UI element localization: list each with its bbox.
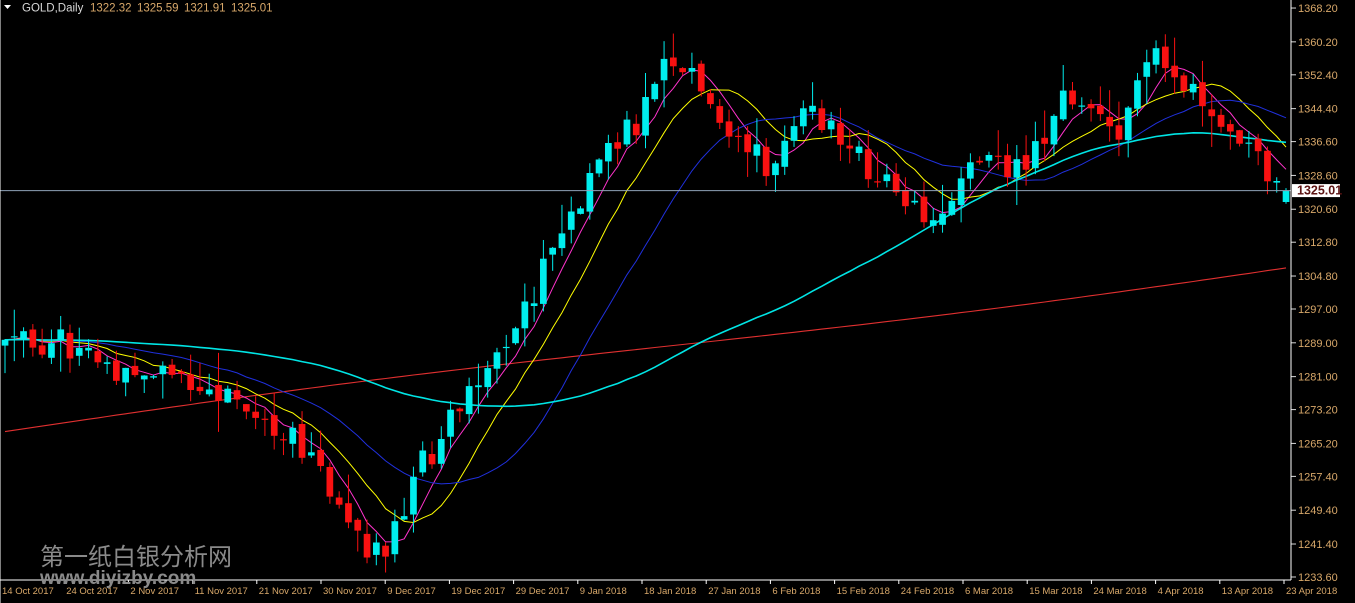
svg-text:9 Jan 2018: 9 Jan 2018: [580, 586, 627, 597]
svg-text:21 Nov 2017: 21 Nov 2017: [259, 586, 313, 597]
svg-text:www.diyizby.com: www.diyizby.com: [39, 568, 196, 589]
svg-text:18 Jan 2018: 18 Jan 2018: [644, 586, 696, 597]
svg-text:1352.40: 1352.40: [1298, 70, 1338, 82]
svg-text:1368.20: 1368.20: [1298, 3, 1338, 15]
svg-text:24 Mar 2018: 24 Mar 2018: [1093, 586, 1146, 597]
svg-text:1249.40: 1249.40: [1298, 505, 1338, 517]
svg-text:19 Dec 2017: 19 Dec 2017: [451, 586, 505, 597]
svg-text:1241.40: 1241.40: [1298, 539, 1338, 551]
svg-text:29 Dec 2017: 29 Dec 2017: [516, 586, 570, 597]
svg-text:24 Feb 2018: 24 Feb 2018: [901, 586, 954, 597]
svg-text:1273.20: 1273.20: [1298, 405, 1338, 417]
svg-text:1297.00: 1297.00: [1298, 304, 1338, 316]
svg-text:1325.59: 1325.59: [137, 3, 179, 15]
svg-text:1321.91: 1321.91: [184, 3, 226, 15]
svg-text:1325.01: 1325.01: [1297, 183, 1342, 197]
svg-text:1312.80: 1312.80: [1298, 237, 1338, 249]
svg-text:27 Jan 2018: 27 Jan 2018: [708, 586, 760, 597]
svg-text:4 Apr 2018: 4 Apr 2018: [1158, 586, 1204, 597]
svg-text:1281.00: 1281.00: [1298, 372, 1338, 384]
svg-text:1233.60: 1233.60: [1298, 572, 1338, 584]
svg-text:GOLD,Daily: GOLD,Daily: [22, 3, 84, 15]
svg-text:11 Nov 2017: 11 Nov 2017: [195, 586, 248, 597]
svg-text:23 Apr 2018: 23 Apr 2018: [1286, 586, 1337, 597]
svg-text:30 Nov 2017: 30 Nov 2017: [323, 586, 377, 597]
svg-text:1257.40: 1257.40: [1298, 471, 1338, 483]
svg-text:1289.00: 1289.00: [1298, 338, 1338, 350]
svg-text:第一纸白银分析网: 第一纸白银分析网: [40, 544, 232, 571]
svg-text:1325.01: 1325.01: [231, 3, 273, 15]
svg-text:6 Mar 2018: 6 Mar 2018: [965, 586, 1013, 597]
svg-text:1360.20: 1360.20: [1298, 37, 1338, 49]
svg-text:1344.40: 1344.40: [1298, 104, 1338, 116]
svg-text:15 Feb 2018: 15 Feb 2018: [837, 586, 890, 597]
svg-text:15 Mar 2018: 15 Mar 2018: [1029, 586, 1082, 597]
svg-text:9 Dec 2017: 9 Dec 2017: [387, 586, 436, 597]
svg-text:1336.60: 1336.60: [1298, 137, 1338, 149]
svg-text:1320.60: 1320.60: [1298, 204, 1338, 216]
svg-text:1328.60: 1328.60: [1298, 170, 1338, 182]
svg-text:1322.32: 1322.32: [90, 3, 132, 15]
svg-text:13 Apr 2018: 13 Apr 2018: [1222, 586, 1273, 597]
svg-text:1265.20: 1265.20: [1298, 438, 1338, 450]
svg-text:6 Feb 2018: 6 Feb 2018: [772, 586, 820, 597]
svg-text:1304.80: 1304.80: [1298, 271, 1338, 283]
